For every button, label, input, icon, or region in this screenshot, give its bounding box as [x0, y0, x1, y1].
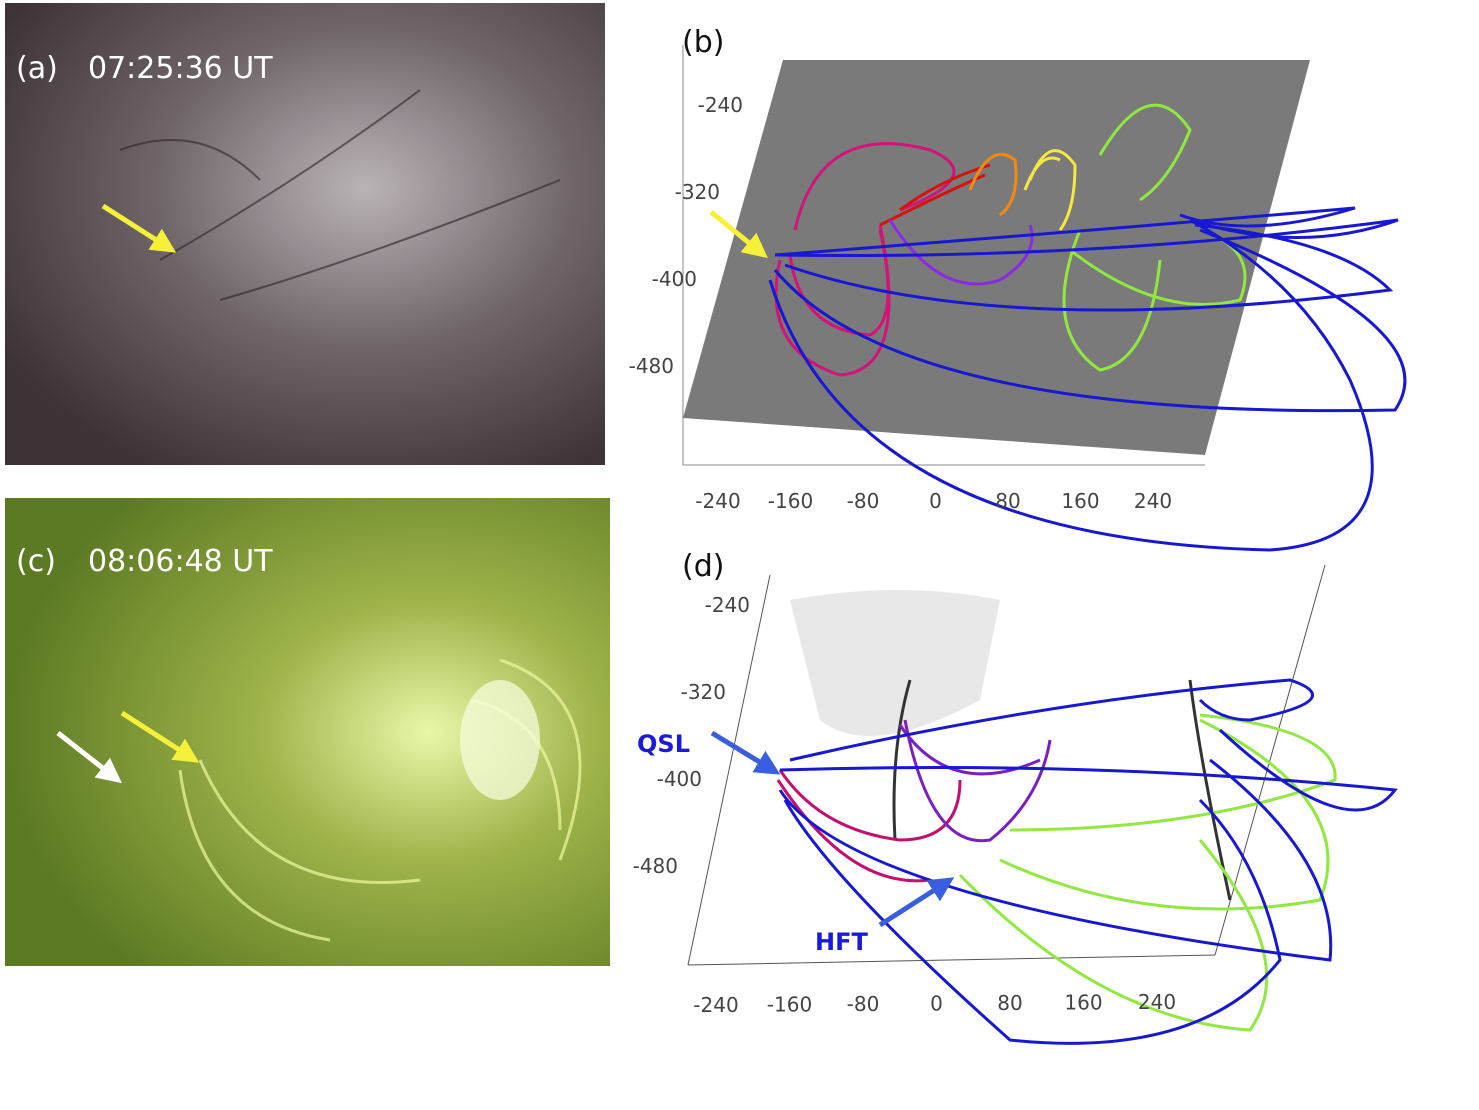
- magnetogram: [683, 60, 1310, 455]
- panel-d: (d) QSL HFT: [637, 549, 1398, 1045]
- x-tick-label: -240: [695, 489, 740, 513]
- image-texture: [178, 658, 582, 942]
- x-tick-label: 0: [929, 489, 942, 513]
- y-tick-label: -320: [681, 680, 726, 704]
- x-tick-label: -80: [847, 489, 880, 513]
- field-line: [768, 206, 1407, 552]
- panel-label: (d): [682, 549, 724, 584]
- field-line: [958, 713, 1337, 1032]
- panel-label: (a): [16, 51, 58, 86]
- axis-line: [687, 574, 771, 966]
- x-tick-label: -160: [768, 489, 813, 513]
- image-a: [5, 3, 605, 465]
- magnetogram: [790, 590, 1000, 736]
- arrow: [101, 203, 177, 253]
- arrow: [878, 877, 955, 928]
- x-tick-label: 240: [1138, 990, 1176, 1014]
- y-tick-label: -320: [675, 180, 720, 204]
- axis-line: [1214, 564, 1326, 956]
- x-tick-label: -80: [847, 992, 880, 1016]
- timestamp: 07:25:36 UT: [88, 51, 273, 86]
- y-tick-label: -240: [705, 593, 750, 617]
- panel-a: (a) 07:25:36 UT: [5, 3, 605, 465]
- panel-label: (b): [682, 25, 724, 60]
- arrow: [710, 730, 781, 775]
- field-line: [898, 719, 1052, 843]
- x-tick-label: 160: [1064, 991, 1102, 1015]
- image-texture: [119, 89, 561, 301]
- x-tick-label: 240: [1134, 489, 1172, 513]
- x-tick-label: -240: [693, 993, 738, 1017]
- panel-b: (b): [682, 25, 1407, 552]
- field-line: [774, 142, 956, 377]
- axis-line: [687, 954, 1216, 966]
- x-tick-label: 160: [1061, 489, 1099, 513]
- y-tick-label: -240: [698, 93, 743, 117]
- panel-label: (c): [16, 544, 56, 579]
- panel-c: (c) 08:06:48 UT: [5, 498, 610, 966]
- timestamp: 08:06:48 UT: [88, 544, 273, 579]
- y-tick-label: -400: [652, 267, 697, 291]
- y-tick-label: -480: [629, 354, 674, 378]
- arrow: [56, 731, 122, 784]
- image-texture: [460, 680, 540, 800]
- arrow: [120, 710, 200, 763]
- field-line: [968, 152, 1018, 217]
- annotation: HFT: [815, 928, 868, 956]
- x-tick-label: 0: [930, 992, 943, 1016]
- field-line: [1023, 149, 1077, 231]
- x-tick-label: 80: [997, 991, 1022, 1015]
- arrow: [709, 210, 768, 259]
- x-tick-label: -160: [767, 993, 812, 1017]
- annotation: QSL: [637, 730, 690, 758]
- y-tick-label: -480: [633, 854, 678, 878]
- field-line: [778, 678, 1398, 1045]
- field-line: [776, 769, 962, 883]
- x-tick-label: 80: [995, 489, 1020, 513]
- y-tick-label: -400: [657, 767, 702, 791]
